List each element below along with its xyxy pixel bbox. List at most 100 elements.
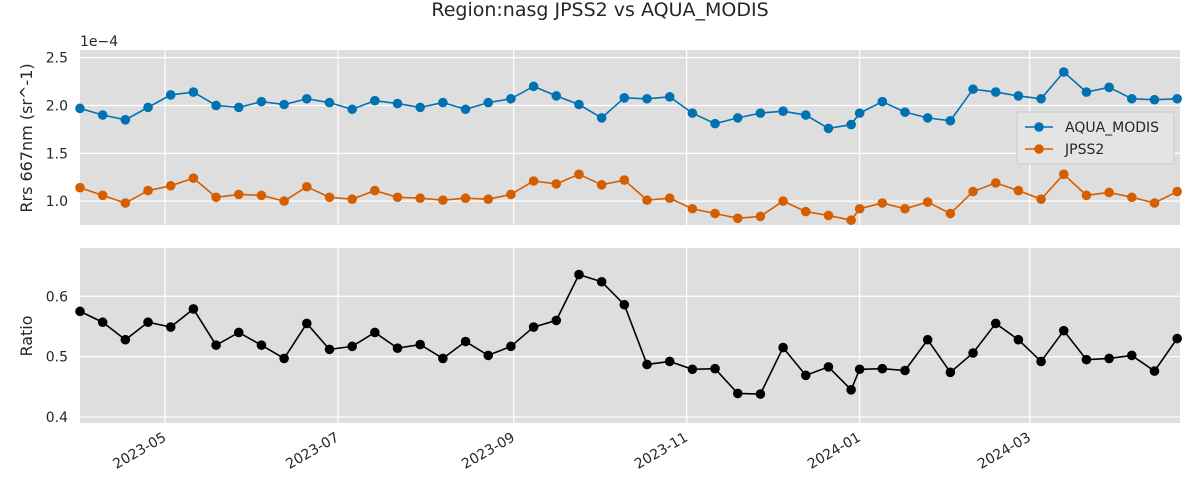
bottom-data-point-ratio — [75, 306, 85, 317]
top-data-point-aqua-modis — [324, 97, 335, 108]
bottom-data-point-ratio — [664, 356, 675, 367]
top-data-point-jpss2 — [710, 208, 720, 219]
bottom-data-point-ratio — [990, 318, 1001, 329]
top-data-point-aqua-modis — [1058, 67, 1069, 77]
legend: AQUA_MODIS JPSS2 — [1016, 111, 1175, 165]
bottom-data-point-ratio — [732, 388, 743, 399]
top-data-point-aqua-modis — [188, 87, 199, 97]
top-data-point-aqua-modis — [347, 104, 357, 115]
top-data-point-jpss2 — [596, 180, 607, 190]
top-ytick-label: 2.0 — [46, 98, 68, 114]
top-data-point-aqua-modis — [256, 96, 267, 107]
bottom-ytick-label: 0.4 — [46, 410, 68, 426]
top-data-point-aqua-modis — [755, 108, 766, 118]
top-data-point-aqua-modis — [945, 115, 956, 126]
top-data-point-jpss2 — [551, 179, 562, 189]
bottom-data-point-ratio — [211, 340, 221, 350]
top-data-point-jpss2 — [324, 192, 335, 203]
bottom-data-point-ratio — [120, 334, 131, 345]
top-data-point-aqua-modis — [990, 87, 1001, 97]
bottom-data-point-ratio — [778, 342, 788, 353]
bottom-data-point-ratio — [710, 363, 720, 374]
top-data-point-jpss2 — [823, 210, 834, 221]
top-data-point-jpss2 — [846, 215, 856, 226]
top-data-point-aqua-modis — [1013, 91, 1024, 101]
bottom-data-point-ratio — [1149, 366, 1160, 376]
top-data-point-aqua-modis — [506, 93, 516, 104]
top-data-point-jpss2 — [165, 180, 176, 191]
top-data-point-aqua-modis — [392, 98, 403, 109]
top-data-point-jpss2 — [483, 194, 494, 204]
top-data-point-aqua-modis — [1127, 93, 1137, 104]
top-panel: 1.0 1.5 2.0 2.5 1e−4 Rrs 667nm (sr^-1) AQUA… — [17, 34, 1182, 226]
top-data-point-jpss2 — [75, 182, 85, 193]
top-data-point-jpss2 — [279, 196, 289, 206]
bottom-data-point-ratio — [800, 370, 811, 381]
top-data-point-aqua-modis — [1172, 93, 1182, 104]
bottom-data-point-ratio — [370, 327, 380, 338]
bottom-data-point-ratio — [415, 339, 426, 350]
top-data-point-aqua-modis — [528, 81, 539, 92]
top-data-point-aqua-modis — [664, 92, 675, 102]
top-data-point-jpss2 — [664, 193, 675, 204]
bottom-data-point-ratio — [97, 317, 108, 328]
bottom-data-point-ratio — [1013, 334, 1024, 345]
xtick-label: 2024-01 — [805, 430, 864, 473]
top-data-point-aqua-modis — [1081, 87, 1092, 97]
top-data-point-aqua-modis — [483, 97, 494, 108]
top-data-point-jpss2 — [732, 213, 743, 224]
top-data-point-jpss2 — [642, 195, 652, 205]
top-data-point-aqua-modis — [211, 100, 221, 111]
top-data-point-aqua-modis — [574, 99, 584, 110]
bottom-data-point-ratio — [1127, 350, 1137, 361]
bottom-data-point-ratio — [900, 365, 910, 376]
top-data-point-aqua-modis — [97, 110, 108, 120]
bottom-data-point-ratio — [1104, 353, 1114, 364]
top-data-point-jpss2 — [392, 192, 403, 203]
top-data-point-aqua-modis — [460, 104, 471, 115]
bottom-data-point-ratio — [1036, 356, 1046, 367]
bottom-data-point-ratio — [256, 340, 267, 350]
bottom-panel: 0.4 0.5 0.6 2023-05 2023-07 2023-09 2023-11 20… — [17, 248, 1182, 473]
top-data-point-jpss2 — [877, 198, 888, 208]
bottom-data-point-ratio — [347, 341, 357, 352]
bottom-data-point-ratio — [642, 359, 652, 370]
top-data-point-jpss2 — [687, 203, 698, 214]
top-data-point-jpss2 — [800, 206, 811, 217]
top-data-point-jpss2 — [778, 196, 788, 206]
top-data-point-jpss2 — [990, 178, 1001, 188]
top-data-point-jpss2 — [968, 186, 978, 197]
top-data-point-aqua-modis — [854, 108, 865, 118]
top-data-point-aqua-modis — [143, 102, 153, 113]
bottom-data-point-ratio — [823, 362, 834, 372]
bottom-data-point-ratio — [506, 341, 516, 352]
bottom-data-point-ratio — [687, 364, 698, 375]
bottom-data-point-ratio — [233, 327, 244, 338]
top-data-point-aqua-modis — [596, 113, 607, 123]
bottom-data-point-ratio — [596, 276, 607, 287]
chart-title: Region:nasg JPSS2 vs AQUA_MODIS — [431, 0, 768, 21]
top-data-point-jpss2 — [854, 203, 865, 214]
bottom-data-point-ratio — [188, 304, 199, 314]
legend-label-aqua-modis: AQUA_MODIS — [1065, 120, 1159, 136]
top-data-point-aqua-modis — [778, 106, 788, 117]
top-data-point-aqua-modis — [302, 93, 312, 104]
top-data-point-jpss2 — [619, 175, 630, 185]
bottom-data-point-ratio — [755, 389, 766, 399]
top-data-point-jpss2 — [256, 190, 267, 201]
top-data-point-aqua-modis — [642, 93, 652, 104]
bottom-plot-background — [80, 248, 1180, 423]
top-data-point-jpss2 — [302, 181, 312, 192]
top-data-point-aqua-modis — [370, 95, 380, 106]
top-data-point-jpss2 — [1127, 192, 1137, 203]
top-offset-text: 1e−4 — [80, 34, 118, 50]
bottom-data-point-ratio — [877, 363, 888, 374]
xtick-label: 2023-05 — [110, 430, 169, 473]
top-data-point-aqua-modis — [1104, 82, 1114, 93]
top-data-point-aqua-modis — [968, 84, 978, 95]
top-data-point-jpss2 — [347, 194, 357, 204]
bottom-data-point-ratio — [528, 322, 539, 332]
top-data-point-jpss2 — [574, 169, 584, 180]
top-plot-background — [80, 50, 1180, 225]
legend-marker-jpss2 — [1034, 144, 1044, 154]
